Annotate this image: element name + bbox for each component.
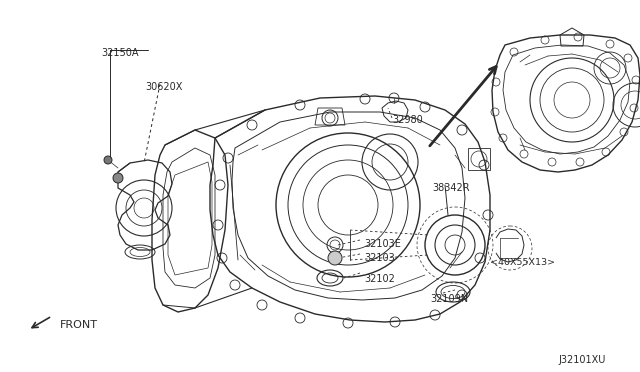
Text: 32103E: 32103E <box>364 239 401 249</box>
Circle shape <box>328 251 342 265</box>
Text: 38342R: 38342R <box>432 183 470 193</box>
Circle shape <box>113 173 123 183</box>
Text: 30620X: 30620X <box>145 82 182 92</box>
Text: 32150A: 32150A <box>101 48 138 58</box>
Text: J32101XU: J32101XU <box>558 355 605 365</box>
Text: 32103: 32103 <box>364 253 395 263</box>
Text: 32102: 32102 <box>364 274 395 284</box>
Text: 32109N: 32109N <box>430 294 468 304</box>
Text: FRONT: FRONT <box>60 320 98 330</box>
Circle shape <box>104 156 112 164</box>
Text: 32980: 32980 <box>392 115 423 125</box>
Text: <40X55X13>: <40X55X13> <box>490 258 555 267</box>
